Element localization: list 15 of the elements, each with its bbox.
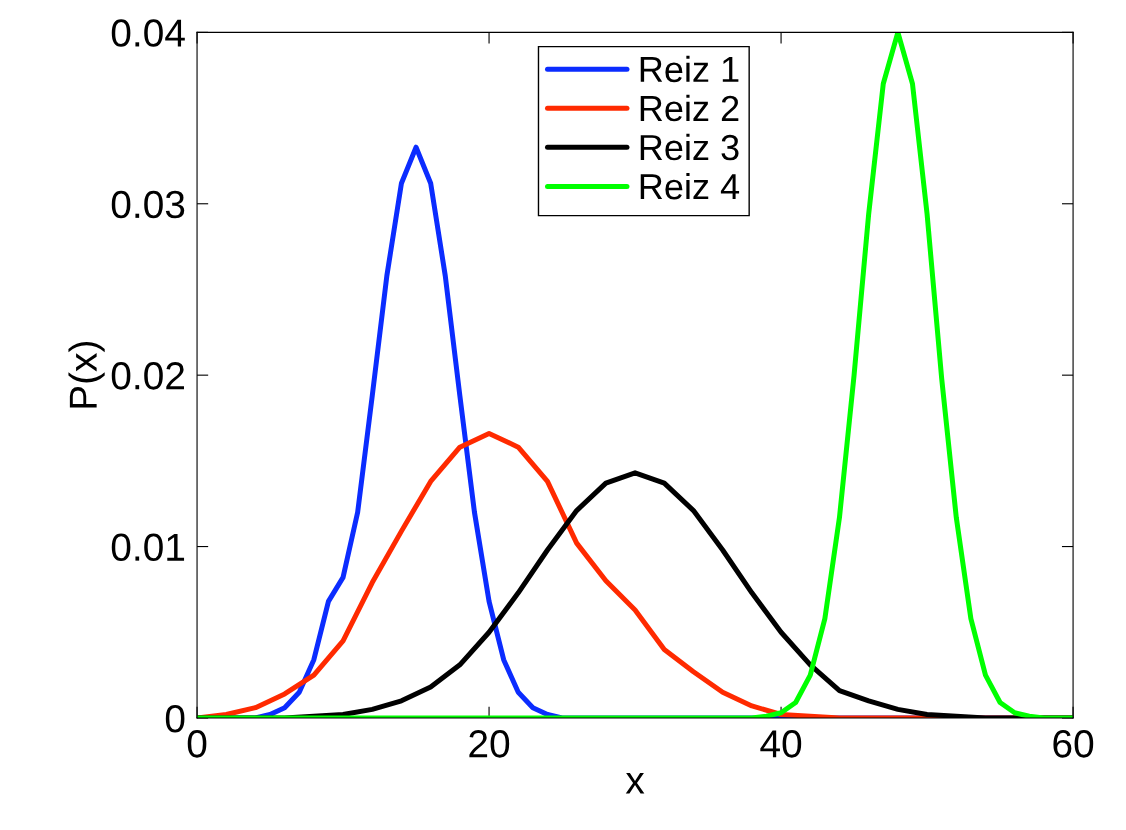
- y-tick-label: 0.04: [111, 19, 185, 47]
- legend-label: Reiz 1: [640, 55, 739, 83]
- y-axis-title: P(x): [68, 341, 105, 408]
- y-tick-label: 0.03: [111, 190, 185, 219]
- legend-label: Reiz 4: [640, 172, 740, 200]
- x-tick-label: 20: [469, 730, 510, 758]
- legend-label: Reiz 3: [640, 133, 739, 161]
- y-tick-label: 0: [165, 704, 185, 733]
- x-tick-label: 40: [760, 730, 802, 758]
- legend-label: Reiz 2: [640, 94, 739, 122]
- x-tick-label: 0: [187, 730, 207, 758]
- x-tick-label: 60: [1053, 730, 1094, 758]
- x-axis-title: x: [625, 772, 645, 794]
- y-tick-label: 0.01: [111, 533, 185, 562]
- y-tick-label: 0.02: [111, 362, 184, 390]
